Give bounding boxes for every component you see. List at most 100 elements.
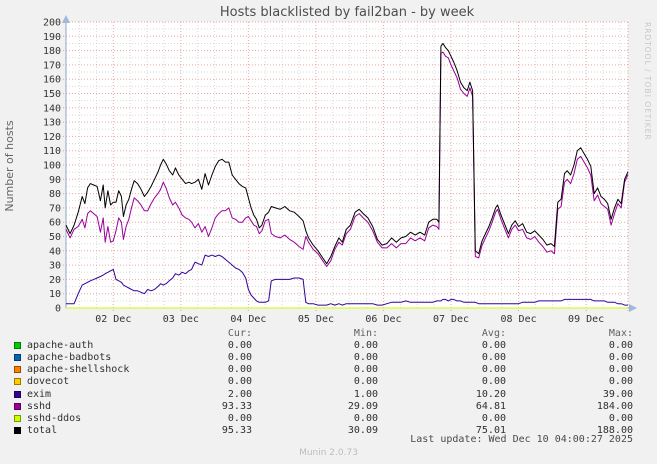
series-line-total [65, 42, 629, 265]
y-tick-label: 40 [49, 246, 61, 257]
legend-avg: 10.20 [475, 388, 506, 400]
y-tick-label: 190 [43, 32, 61, 43]
legend-min: 30.09 [347, 425, 378, 437]
legend-header-cur: Cur: [227, 328, 252, 339]
legend-swatch-exim [14, 390, 21, 398]
legend-row: apache-auth 0.00 0.00 0.00 0.00 [0, 340, 657, 352]
y-tick-label: 10 [49, 289, 61, 300]
legend-min: 0.00 [353, 340, 378, 351]
legend-avg: 0.00 [481, 412, 506, 424]
y-tick-label: 140 [43, 103, 61, 114]
y-tick-label: 120 [43, 132, 61, 143]
legend-avg: 0.00 [481, 352, 506, 364]
y-tick-label: 0 [55, 304, 61, 315]
legend-cur: 0.00 [227, 340, 252, 351]
legend-cur: 93.33 [221, 400, 252, 412]
legend-label: apache-auth [27, 340, 94, 351]
legend-max: 0.00 [608, 412, 633, 424]
legend-max: 0.00 [608, 340, 633, 351]
x-tick-label: 07 Dec [433, 314, 469, 325]
y-tick-label: 180 [43, 46, 61, 57]
rrdtool-watermark: RRDTOOL / TOBI OETIKER [643, 22, 652, 141]
legend-label: sshd-ddos [27, 412, 82, 424]
legend-swatch-sshd-ddos [14, 414, 21, 422]
y-tick-label: 90 [49, 175, 61, 186]
legend-avg: 64.81 [475, 400, 506, 412]
legend-row: dovecot 0.00 0.00 0.00 0.00 [0, 376, 657, 388]
legend-avg: 0.00 [481, 376, 506, 388]
y-tick-label: 60 [49, 218, 61, 229]
legend-header-min: Min: [353, 328, 378, 339]
legend-min: 0.00 [353, 376, 378, 388]
legend-cur: 0.00 [227, 412, 252, 424]
legend-swatch-apache-badbots [14, 354, 21, 362]
legend-min: 1.00 [353, 388, 378, 400]
y-tick-labels: 0 10 20 30 40 50 60 70 80 90 100 110 120 130 140 150 160… [43, 18, 61, 315]
legend-label: sshd [27, 400, 52, 412]
legend-header-max: Max: [608, 328, 633, 339]
y-tick-label: 170 [43, 60, 61, 71]
legend-cur: 2.00 [227, 388, 252, 400]
last-update: Last update: Wed Dec 10 04:00:27 2025 [410, 434, 633, 445]
chart-canvas: 0 10 20 30 40 50 60 70 80 90 100 110 120 130 140 150 160… [43, 15, 637, 325]
x-tick-label: 09 Dec [568, 314, 604, 325]
legend-avg: 75.01 [475, 425, 506, 437]
y-tick-label: 20 [49, 275, 61, 286]
minor-gridlines [66, 22, 628, 310]
legend-label: apache-shellshock [27, 364, 130, 376]
legend-max: 0.00 [608, 376, 633, 388]
legend-max: 184.00 [596, 400, 633, 412]
x-tick-label: 04 Dec [230, 314, 266, 325]
x-tick-label: 03 Dec [163, 314, 199, 325]
legend-min: 29.09 [347, 400, 378, 412]
x-tick-labels: 02 Dec 03 Dec 04 Dec 05 Dec 06 Dec 07 Dec 08 D… [95, 314, 604, 325]
y-tick-label: 130 [43, 118, 61, 129]
y-tick-label: 30 [49, 261, 61, 272]
y-tick-label: 70 [49, 203, 61, 214]
y-tick-label: 110 [43, 146, 61, 157]
legend-header-avg: Avg: [481, 328, 506, 339]
legend-row: total 95.33 30.09 75.01 188.00 [0, 425, 657, 437]
x-tick-label: 08 Dec [501, 314, 537, 325]
legend-max: 0.00 [608, 352, 633, 364]
legend-label: dovecot [27, 376, 70, 388]
legend-row: sshd 93.33 29.09 64.81 184.00 [0, 401, 657, 413]
legend-label: total [27, 425, 58, 437]
legend-label: exim [27, 388, 52, 400]
legend-avg: 0.00 [481, 364, 506, 376]
x-axis-arrow [629, 304, 637, 312]
legend-cur: 95.33 [221, 425, 252, 437]
legend-min: 0.00 [353, 364, 378, 376]
y-tick-label: 80 [49, 189, 61, 200]
legend-swatch-apache-shellshock [14, 366, 21, 374]
legend: Cur: Min: Avg: Max: apache-auth 0.00 0.00 0.00 0… [0, 328, 657, 437]
legend-min: 0.00 [353, 352, 378, 364]
series [65, 42, 629, 309]
graph-title: Hosts blacklisted by fail2ban - by week [219, 5, 475, 20]
legend-cur: 0.00 [227, 376, 252, 388]
x-tick-label: 02 Dec [95, 314, 131, 325]
legend-cur: 0.00 [227, 352, 252, 364]
legend-max: 39.00 [602, 388, 633, 400]
y-tick-label: 150 [43, 89, 61, 100]
legend-cur: 0.00 [227, 364, 252, 376]
y-tick-label: 50 [49, 232, 61, 243]
y-tick-label: 100 [43, 161, 61, 172]
x-tick-label: 06 Dec [365, 314, 401, 325]
legend-max: 0.00 [608, 364, 633, 376]
legend-swatch-total [14, 427, 21, 435]
y-tick-label: 160 [43, 75, 61, 86]
y-tick-label: 200 [43, 18, 61, 29]
y-axis-arrow [62, 15, 70, 23]
legend-row: apache-badbots 0.00 0.00 0.00 0.00 [0, 352, 657, 364]
legend-row: apache-shellshock 0.00 0.00 0.00 0.00 [0, 364, 657, 376]
munin-version: Munin 2.0.73 [299, 448, 358, 458]
legend-row: sshd-ddos 0.00 0.00 0.00 0.00 [0, 413, 657, 425]
legend-label: apache-badbots [27, 352, 112, 364]
legend-header-row: Cur: Min: Avg: Max: [0, 328, 657, 340]
legend-swatch-apache-auth [14, 342, 21, 349]
legend-min: 0.00 [353, 412, 378, 424]
legend-avg: 0.00 [481, 340, 506, 351]
x-tick-label: 05 Dec [298, 314, 334, 325]
